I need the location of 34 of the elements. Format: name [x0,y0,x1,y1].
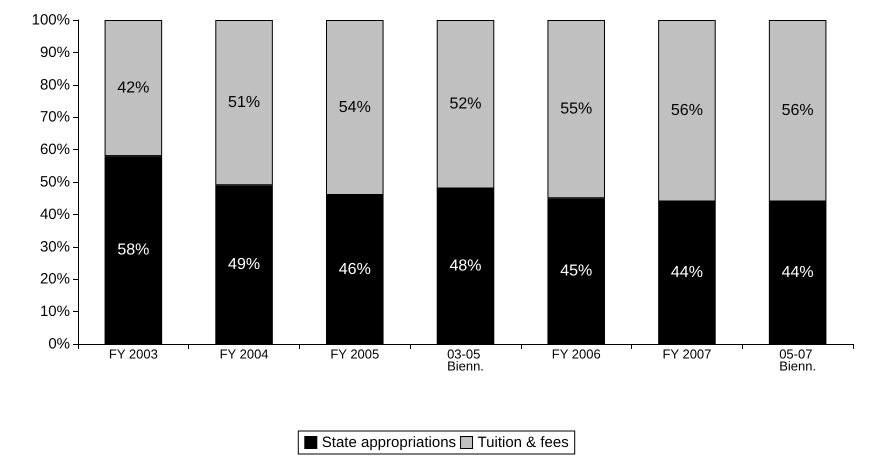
data-label: 58% [117,242,150,259]
legend-label: Tuition & fees [478,434,569,451]
data-label: 52% [449,96,482,113]
data-label: 45% [560,262,592,280]
x-tick-label: FY 2003 [108,346,158,362]
data-label: 55% [560,100,592,118]
legend-label: State appropriations [322,434,456,451]
data-label: 46% [338,260,371,278]
x-tick-label: FY 2006 [552,346,601,362]
data-label: 44% [782,264,814,282]
y-tick-label: 100% [32,12,70,28]
data-label: 56% [782,102,814,120]
x-tick-label: FY 2004 [220,346,269,362]
y-tick-label: 80% [40,76,70,94]
data-label: 49% [228,256,260,274]
y-tick-label: 70% [40,108,70,126]
y-tick-label: 30% [40,238,70,256]
y-tick-label: 20% [40,270,70,288]
y-tick-label: 60% [40,141,70,158]
data-label: 42% [117,80,150,97]
data-label: 51% [228,94,260,112]
y-tick-label: 10% [40,303,70,320]
y-tick-label: 90% [40,44,70,61]
data-label: 56% [670,102,703,120]
data-label: 48% [449,258,482,275]
y-tick-label: 40% [40,206,70,223]
y-tick-label: 50% [40,174,70,190]
x-tick-label: 05-07 Bienn. [779,346,816,374]
data-label: 44% [670,264,703,282]
data-label: 54% [338,98,371,116]
x-tick-label: 03-05 Bienn. [447,346,484,374]
x-tick-label: FY 2005 [330,346,380,362]
x-tick-label: FY 2007 [662,346,712,362]
y-tick-label: 0% [48,336,70,352]
